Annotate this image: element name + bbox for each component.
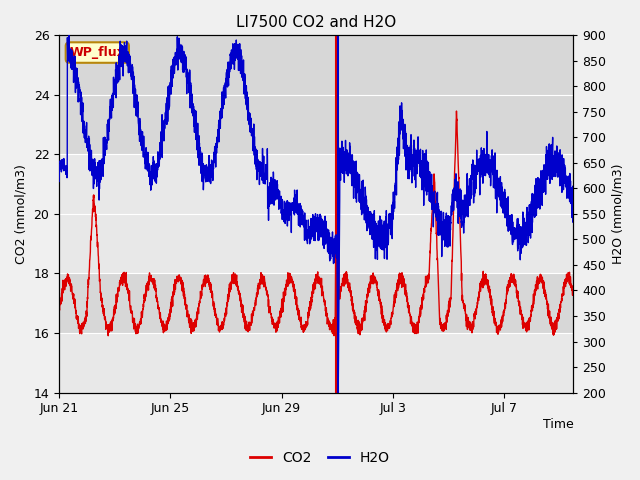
Title: LI7500 CO2 and H2O: LI7500 CO2 and H2O <box>236 15 396 30</box>
Y-axis label: CO2 (mmol/m3): CO2 (mmol/m3) <box>15 164 28 264</box>
Legend: CO2, H2O: CO2, H2O <box>244 445 396 471</box>
Bar <box>59 36 573 155</box>
Text: WP_flux: WP_flux <box>69 46 125 59</box>
Bar <box>59 274 573 333</box>
Text: Time: Time <box>543 418 573 431</box>
Y-axis label: H2O (mmol/m3): H2O (mmol/m3) <box>612 164 625 264</box>
